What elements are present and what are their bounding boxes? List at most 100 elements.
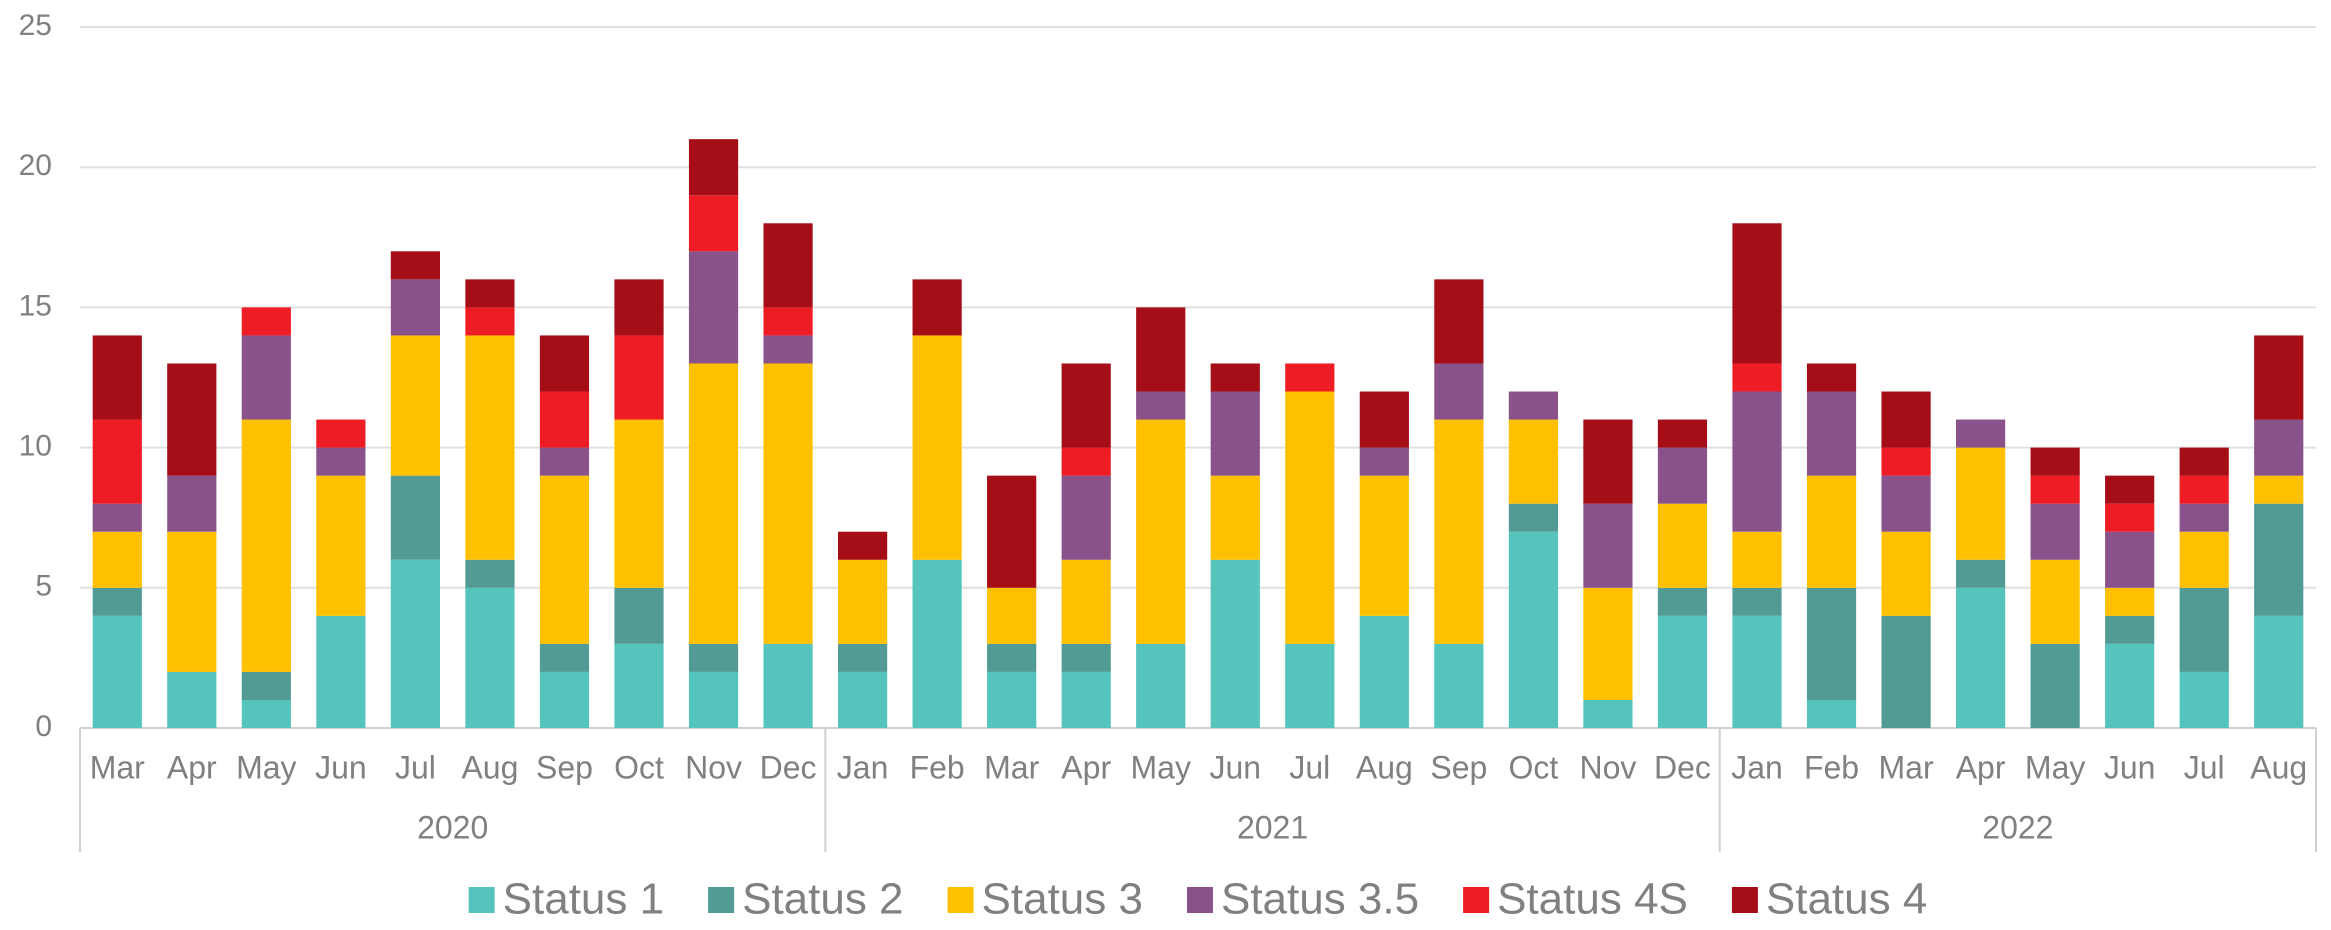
x-tick-label: Feb [910,749,965,785]
bar-segment [390,335,440,476]
bar-segment [987,671,1037,728]
bar-segment [92,419,142,504]
bar-segment [688,671,739,728]
x-tick-label: May [1131,749,1191,785]
bar-segment [539,475,590,644]
x-tick-label: Jun [315,749,367,785]
bar-segment [1285,391,1335,644]
bar-segment [2105,615,2155,644]
legend-label: Status 3 [982,875,1143,924]
x-tick-label: Nov [1579,749,1636,785]
bar-segment [1732,587,1782,616]
bar-segment [614,419,664,588]
bar-segment [688,251,739,364]
bar-segment [241,307,291,336]
legend-swatch [1186,887,1213,913]
bar-segment [2030,643,2080,728]
y-tick-label: 20 [19,149,52,182]
bar-segment [1061,475,1111,560]
bar-segment [763,363,813,644]
y-tick-label: 15 [19,289,52,322]
legend-swatch [1463,887,1490,913]
x-tick-label: Sep [536,749,593,785]
x-tick-label: Dec [1654,749,1711,785]
bar-segment [2254,615,2304,728]
bar-segment [1732,531,1782,588]
bar-segment [2105,531,2155,588]
bar-segment [688,195,739,252]
bar-segment [2179,671,2229,728]
bar-segment [390,559,440,728]
x-tick-label: Mar [1879,749,1934,785]
legend-label: Status 1 [503,875,664,924]
bar-segment [167,671,217,728]
bar-segment [1434,279,1484,364]
bar-segment [2179,587,2229,672]
bar-segment [1136,419,1186,644]
bar-segment [1806,587,1857,700]
bar-segment [1732,363,1782,392]
bar-segment [465,559,515,588]
x-tick-label: Oct [614,749,664,785]
bar-segment [912,559,962,728]
bar-segment [987,643,1037,672]
bar-segment [2105,643,2155,728]
bar-segment [1210,559,1260,728]
bar-segment [465,335,515,560]
x-tick-label: Jan [837,749,889,785]
bar-segment [1956,559,2006,588]
bar-segment [838,559,888,644]
bar-segment [1732,391,1782,532]
bar-segment [688,363,739,644]
bar-segment [763,307,813,336]
bar-segment [465,587,515,728]
bar-segment [1657,587,1708,616]
bar-segment [92,615,142,728]
x-tick-label: Aug [461,749,518,785]
bar-segment [614,643,664,728]
legend-label: Status 2 [742,875,903,924]
bar-segment [2179,447,2229,476]
x-tick-label: Apr [167,749,217,785]
bar-segment [241,335,291,420]
legend-label: Status 3.5 [1221,875,1419,924]
bar-segment [2105,587,2155,616]
x-tick-label: Apr [1061,749,1111,785]
bar-segment [241,671,291,700]
bar-segment [1061,559,1111,644]
bar-segment [1508,419,1558,504]
bar-segment [92,587,142,616]
bar-segment [316,475,366,616]
bar-segment [2030,503,2080,560]
bar-segment [1285,643,1335,728]
bar-segment [465,279,515,308]
bar-segment [688,139,739,196]
bar-segment [1806,699,1857,728]
legend-label: Status 4 [1766,875,1927,924]
bar-segment [1136,307,1186,392]
bar-segment [316,419,366,448]
bar-segment [1657,447,1708,504]
bar-segment [1956,419,2006,448]
bar-segment [1359,475,1409,616]
bar-segment [2105,503,2155,532]
bar-segment [2254,475,2304,504]
bar-segment [1657,503,1708,588]
group-label: 2020 [417,809,488,845]
legend-swatch [1731,887,1758,913]
bar-segment [1061,643,1111,672]
bar-segment [912,279,962,336]
bar-segment [1434,419,1484,644]
bar-segment [763,335,813,364]
group-label: 2022 [1982,809,2053,845]
legend-swatch [947,887,974,913]
bar-segment [1881,391,1931,448]
bar-segment [2179,503,2229,532]
bar-segment [2179,531,2229,588]
bar-segment [1732,223,1782,364]
bar-segment [688,643,739,672]
bar-segment [1508,503,1558,532]
bar-segment [838,531,888,560]
bar-segment [2179,475,2229,504]
bar-segment [1657,615,1708,728]
